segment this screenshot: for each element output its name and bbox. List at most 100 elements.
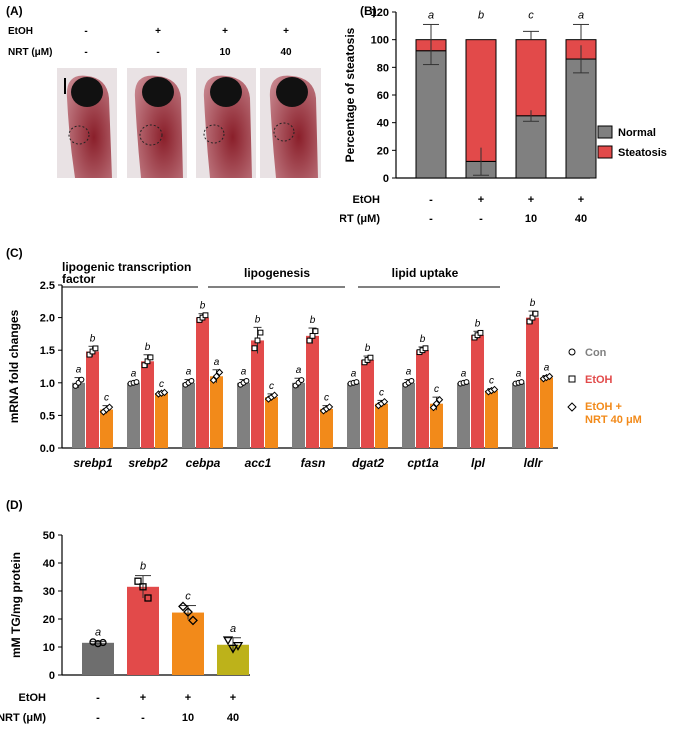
significance-letter: a xyxy=(95,626,101,638)
gene-label: srebp1 xyxy=(73,456,113,470)
data-point xyxy=(105,403,114,411)
data-point xyxy=(178,601,188,612)
bar xyxy=(196,317,209,448)
data-point xyxy=(526,318,533,325)
legend-label: EtOH + xyxy=(585,401,622,413)
significance-letter: a xyxy=(461,368,467,379)
y-tick-label: 10 xyxy=(43,642,55,654)
y-tick-label: 60 xyxy=(377,90,389,102)
data-point xyxy=(215,368,224,377)
y-tick-label: 2.5 xyxy=(40,280,55,292)
significance-letter: a xyxy=(230,623,236,635)
significance-letter: b xyxy=(140,561,146,573)
bar xyxy=(540,377,553,448)
y-tick-label: 40 xyxy=(377,118,389,130)
bar xyxy=(471,335,484,448)
gene-label: fasn xyxy=(301,456,326,470)
data-point xyxy=(222,636,234,646)
data-point xyxy=(86,351,93,358)
data-point xyxy=(251,345,258,352)
y-tick-label: 0.5 xyxy=(40,410,55,422)
etoh-value: + xyxy=(230,692,236,704)
bar xyxy=(402,382,415,448)
data-point xyxy=(257,329,264,336)
data-point xyxy=(429,403,438,412)
data-point xyxy=(188,615,198,626)
panel-label-a: (A) xyxy=(6,4,23,18)
bar-segment xyxy=(515,115,547,179)
group-label: lipid uptake xyxy=(392,266,459,280)
significance-letter: b xyxy=(200,301,206,312)
significance-letter: c xyxy=(434,384,439,395)
etoh-value: + xyxy=(578,194,584,206)
data-point xyxy=(490,385,499,394)
data-point xyxy=(89,348,96,355)
data-point xyxy=(463,379,470,385)
data-point xyxy=(408,377,415,384)
panel-a-nrt-value: 40 xyxy=(280,47,292,58)
y-tick-label: 120 xyxy=(371,7,389,19)
bar xyxy=(127,586,159,675)
panel-a-etoh-value: - xyxy=(84,26,88,37)
significance-letter: b xyxy=(365,343,371,354)
bar xyxy=(526,317,539,448)
legend-swatch xyxy=(597,125,613,139)
bar xyxy=(485,390,498,448)
legend-swatch xyxy=(597,145,613,159)
data-point xyxy=(232,641,244,651)
gene-label: ldlr xyxy=(524,456,544,470)
data-point xyxy=(298,377,305,383)
significance-letter: c xyxy=(104,393,109,404)
mrna-chart: 0.0 0.5 1.0 1.5 2.0 2.5 mRNA fold changes a b c sr… xyxy=(7,260,642,470)
etoh-label: EtOH xyxy=(19,692,47,704)
bar xyxy=(361,359,374,448)
tg-chart: 0 10 20 30 40 50 mM TG/mg protein a - - b + - c +10 a +4… xyxy=(0,530,250,724)
panel-label-d: (D) xyxy=(6,498,23,512)
gene-label: srebp2 xyxy=(128,456,168,470)
panel-label-b: (B) xyxy=(360,4,377,18)
significance-letter: b xyxy=(255,314,261,325)
legend-label: EtOH xyxy=(585,374,613,386)
legend-label: Normal xyxy=(618,127,656,139)
data-point xyxy=(532,310,539,317)
data-point xyxy=(139,583,147,591)
data-point xyxy=(353,379,360,385)
data-point xyxy=(243,377,250,384)
significance-letter: a xyxy=(214,357,220,368)
nrt-label: NRT (μM) xyxy=(340,213,380,225)
gene-label: lpl xyxy=(471,456,486,470)
data-point xyxy=(422,345,429,352)
data-point xyxy=(312,328,319,335)
etoh-value: + xyxy=(185,692,191,704)
data-point xyxy=(92,345,99,352)
nrt-value: 10 xyxy=(525,213,537,225)
bar xyxy=(72,382,85,448)
bar-segment xyxy=(515,39,547,117)
data-point xyxy=(254,337,261,344)
significance-letter: b xyxy=(530,298,536,309)
bar xyxy=(182,382,195,448)
larva-image xyxy=(57,68,117,178)
significance-letter: a xyxy=(516,368,522,379)
data-point xyxy=(99,638,107,647)
y-tick-label: 20 xyxy=(43,614,55,626)
bar xyxy=(457,382,470,448)
significance-letter: a xyxy=(296,365,302,376)
bar xyxy=(86,351,99,448)
bar-segment xyxy=(565,58,597,179)
data-point xyxy=(133,379,140,385)
data-point xyxy=(144,358,151,365)
significance-letter: b xyxy=(90,333,96,344)
y-tick-label: 0 xyxy=(383,173,389,185)
nrt-value: 40 xyxy=(227,712,239,724)
legend-marker xyxy=(568,348,576,356)
data-point xyxy=(144,594,152,602)
larva-image xyxy=(127,68,187,178)
y-tick-label: 0.0 xyxy=(40,443,55,455)
gene-label: cpt1a xyxy=(407,456,439,470)
significance-letter: b xyxy=(420,334,426,345)
data-point xyxy=(227,644,239,654)
bar xyxy=(265,397,278,448)
bar xyxy=(430,403,443,448)
y-axis-label: mM TG/mg protein xyxy=(9,552,23,658)
